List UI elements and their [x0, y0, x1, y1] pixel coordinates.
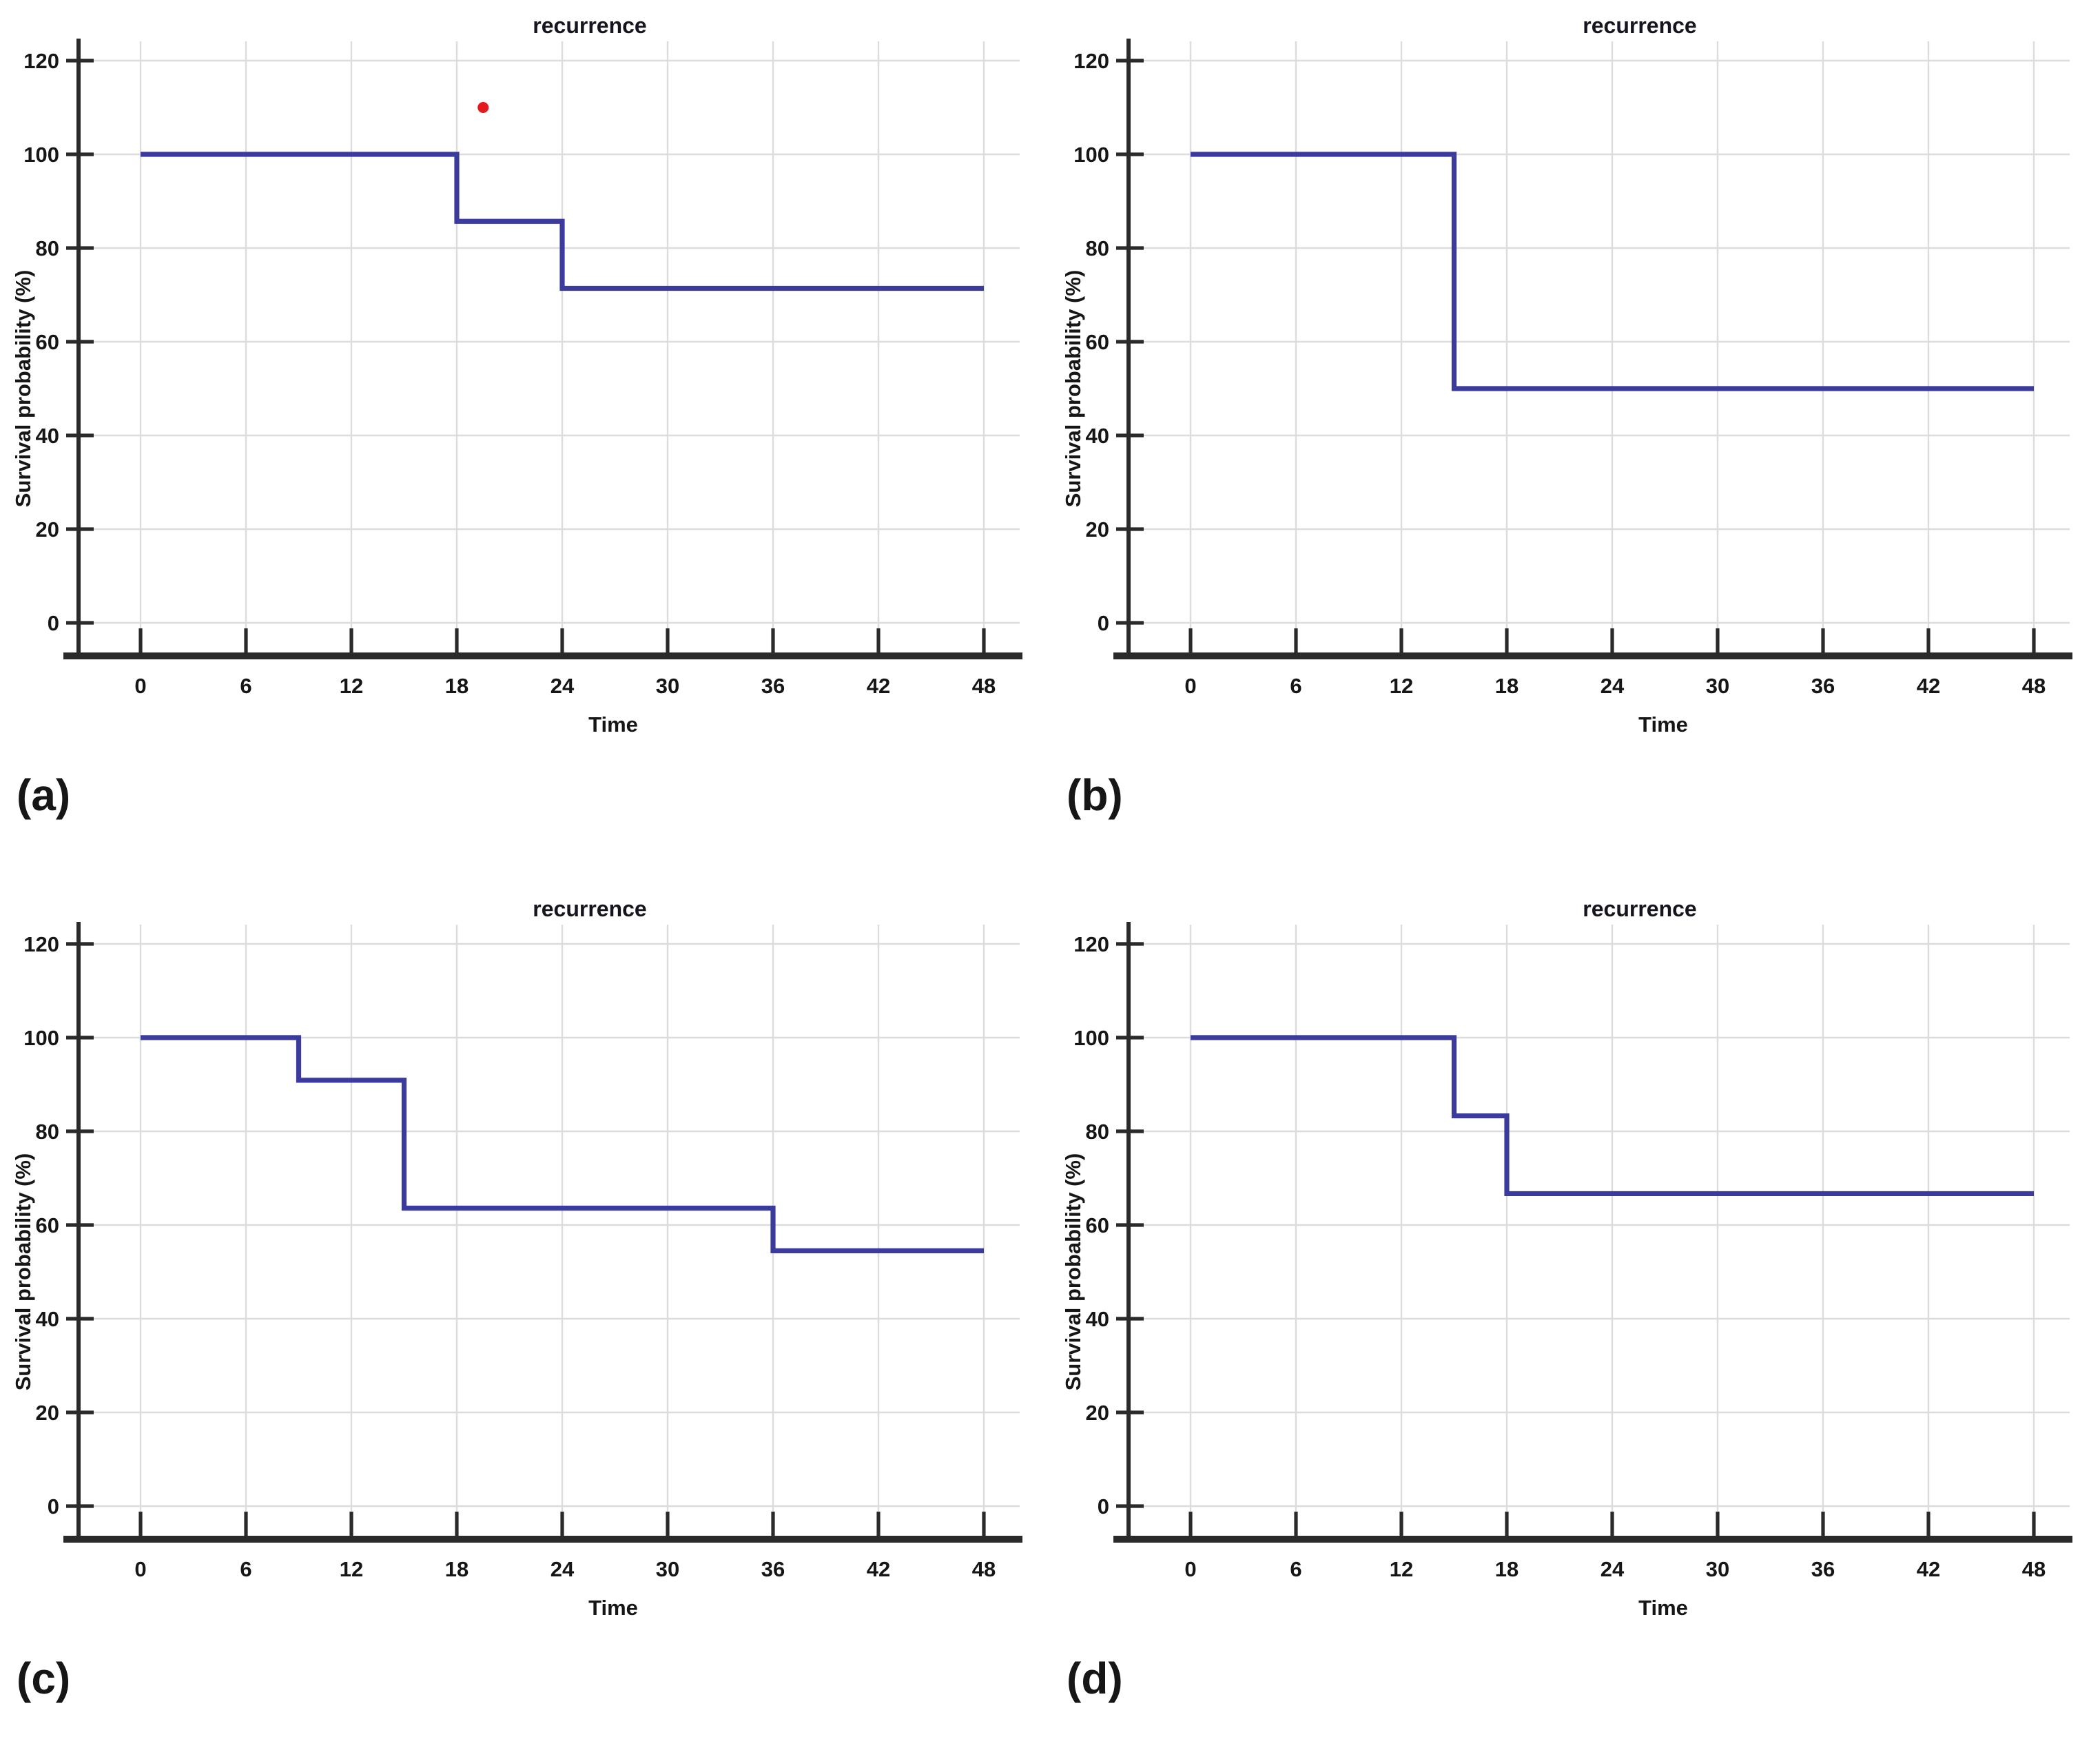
- km-panel-b: 0 6 12 18 24 30 36 42 48 0 20 40 60 80 100 120 recurrenc…: [1050, 0, 2100, 856]
- y-tick-label: 120: [23, 932, 59, 956]
- x-tick-label: 30: [656, 674, 679, 698]
- y-tick-label: 120: [1073, 49, 1109, 73]
- y-tick-label: 60: [1086, 330, 1109, 354]
- x-tick-label: 6: [240, 674, 251, 698]
- x-tick-label: 36: [761, 674, 785, 698]
- y-tick-label: 20: [1086, 1401, 1109, 1425]
- y-tick-label: 20: [36, 1401, 59, 1425]
- red-dot-marker: [477, 102, 489, 113]
- x-tick-label: 48: [972, 1557, 996, 1581]
- x-tick-label: 12: [1390, 674, 1413, 698]
- x-tick-label: 6: [240, 1557, 251, 1581]
- survival-curve: [141, 152, 984, 291]
- x-tick-label: 6: [1290, 1557, 1301, 1581]
- y-tick-label: 20: [1086, 517, 1109, 542]
- y-tick-label: 100: [23, 1026, 59, 1050]
- x-tick-label: 12: [1390, 1557, 1413, 1581]
- x-tick-label: 18: [445, 674, 469, 698]
- y-axis-label: Survival probability (%): [1061, 1153, 1085, 1391]
- y-tick-label: 20: [36, 517, 59, 542]
- survival-curve: [141, 1035, 984, 1253]
- km-panel-c: 0 6 12 18 24 30 36 42 48 0 20 40 60 80 100 120 recurrenc…: [0, 856, 1050, 1711]
- y-tick-label: 120: [23, 49, 59, 73]
- survival-curve: [1191, 1035, 2034, 1197]
- x-tick-label: 12: [340, 1557, 363, 1581]
- x-tick-label: 0: [134, 674, 146, 698]
- km-panel-a: 0 6 12 18 24 30 36 42 48 0 20 40 60 80 100 120 recurrenc…: [0, 0, 1050, 856]
- y-axis-label: Survival probability (%): [1061, 270, 1085, 508]
- x-tick-label: 48: [2022, 674, 2046, 698]
- x-tick-label: 24: [550, 1557, 575, 1581]
- panel-letter: (a): [17, 770, 70, 820]
- y-tick-label: 100: [1073, 143, 1109, 167]
- chart-title: recurrence: [533, 13, 646, 38]
- survival-chart-d: 0 6 12 18 24 30 36 42 48 0 20 40 60 80 100 120 recurrenc…: [1061, 896, 2072, 1703]
- x-tick-label: 36: [1811, 674, 1835, 698]
- x-tick-label: 30: [656, 1557, 679, 1581]
- survival-chart-a: 0 6 12 18 24 30 36 42 48 0 20 40 60 80 100 120 recurrenc…: [11, 13, 1022, 820]
- y-tick-label: 60: [36, 1213, 59, 1237]
- x-tick-label: 48: [972, 674, 996, 698]
- panel-letter: (d): [1067, 1654, 1123, 1703]
- y-tick-label: 0: [48, 611, 59, 635]
- x-tick-label: 24: [550, 674, 575, 698]
- survival-chart-c: 0 6 12 18 24 30 36 42 48 0 20 40 60 80 100 120 recurrenc…: [11, 896, 1022, 1703]
- y-tick-label: 40: [1086, 1307, 1109, 1331]
- x-tick-label: 48: [2022, 1557, 2046, 1581]
- y-tick-label: 40: [36, 424, 59, 448]
- y-tick-label: 80: [1086, 236, 1109, 260]
- x-tick-label: 42: [867, 1557, 890, 1581]
- x-tick-label: 18: [445, 1557, 469, 1581]
- x-tick-label: 42: [867, 674, 890, 698]
- x-tick-label: 24: [1600, 1557, 1625, 1581]
- km-panel-d: 0 6 12 18 24 30 36 42 48 0 20 40 60 80 100 120 recurrenc…: [1050, 856, 2100, 1711]
- x-tick-label: 0: [134, 1557, 146, 1581]
- y-tick-label: 60: [36, 330, 59, 354]
- x-tick-label: 42: [1917, 674, 1940, 698]
- x-tick-label: 30: [1706, 1557, 1729, 1581]
- y-tick-label: 80: [36, 236, 59, 260]
- x-tick-label: 0: [1184, 1557, 1196, 1581]
- y-tick-label: 80: [1086, 1120, 1109, 1144]
- y-tick-label: 120: [1073, 932, 1109, 956]
- x-tick-label: 18: [1495, 1557, 1519, 1581]
- y-tick-label: 40: [1086, 424, 1109, 448]
- survival-chart-b: 0 6 12 18 24 30 36 42 48 0 20 40 60 80 100 120 recurrenc…: [1061, 13, 2072, 820]
- y-tick-label: 100: [23, 143, 59, 167]
- x-tick-label: 6: [1290, 674, 1301, 698]
- x-axis-label: Time: [588, 712, 638, 737]
- x-tick-label: 30: [1706, 674, 1729, 698]
- x-axis-label: Time: [1638, 1596, 1688, 1620]
- y-tick-label: 0: [1098, 611, 1109, 635]
- x-tick-label: 18: [1495, 674, 1519, 698]
- x-tick-label: 42: [1917, 1557, 1940, 1581]
- panel-letter: (c): [17, 1654, 70, 1703]
- y-tick-label: 60: [1086, 1213, 1109, 1237]
- y-tick-label: 100: [1073, 1026, 1109, 1050]
- chart-title: recurrence: [1583, 896, 1696, 921]
- survival-curve: [1191, 152, 2034, 391]
- x-axis-label: Time: [588, 1596, 638, 1620]
- y-tick-label: 40: [36, 1307, 59, 1331]
- x-axis-label: Time: [1638, 712, 1688, 737]
- x-tick-label: 0: [1184, 674, 1196, 698]
- chart-title: recurrence: [533, 896, 646, 921]
- x-tick-label: 36: [761, 1557, 785, 1581]
- y-axis-label: Survival probability (%): [11, 270, 35, 508]
- y-tick-label: 0: [48, 1494, 59, 1519]
- y-tick-label: 80: [36, 1120, 59, 1144]
- panel-letter: (b): [1067, 770, 1123, 820]
- y-axis-label: Survival probability (%): [11, 1153, 35, 1391]
- y-tick-label: 0: [1098, 1494, 1109, 1519]
- x-tick-label: 12: [340, 674, 363, 698]
- x-tick-label: 36: [1811, 1557, 1835, 1581]
- x-tick-label: 24: [1600, 674, 1625, 698]
- chart-title: recurrence: [1583, 13, 1696, 38]
